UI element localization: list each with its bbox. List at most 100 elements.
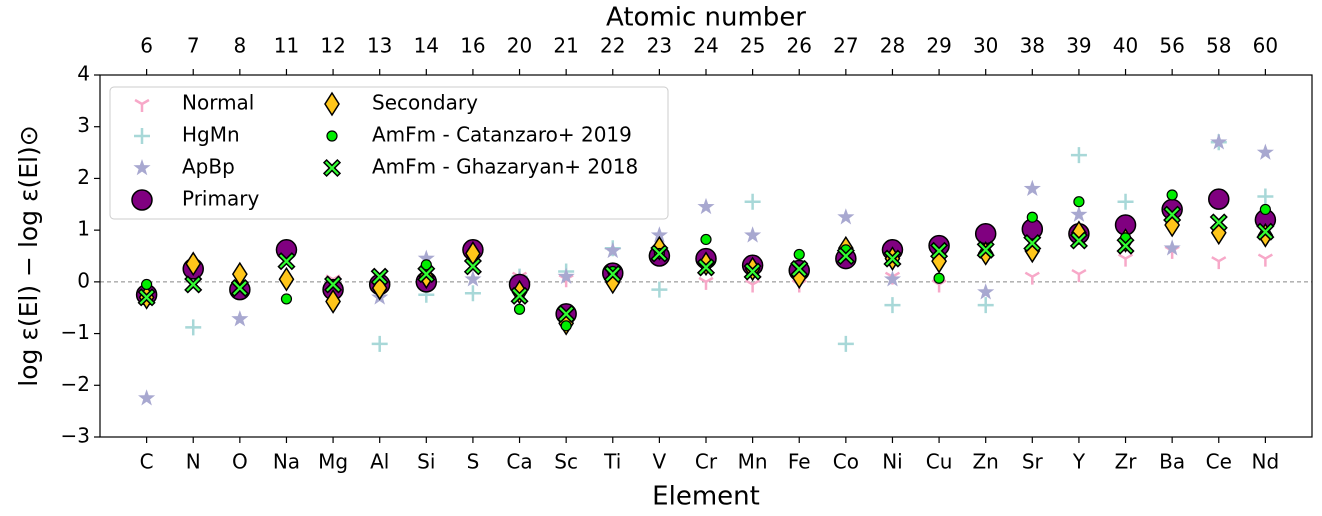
legend-marker xyxy=(134,98,150,112)
y-tick-label: 1 xyxy=(77,217,90,241)
data-point xyxy=(370,267,389,286)
top-tick-label: 58 xyxy=(1206,34,1231,58)
x-tick-label: Zr xyxy=(1115,450,1138,474)
top-tick-label: 25 xyxy=(740,34,765,58)
top-tick-label: 16 xyxy=(460,34,485,58)
legend-marker xyxy=(134,128,150,144)
x-axis-label: Element xyxy=(652,482,760,512)
top-tick-label: 22 xyxy=(600,34,625,58)
data-point xyxy=(371,335,388,352)
data-point xyxy=(230,279,249,298)
data-point xyxy=(1024,271,1040,285)
y-tick-label: −3 xyxy=(61,424,90,448)
x-tick-label: Nd xyxy=(1252,450,1280,474)
data-point xyxy=(557,267,575,284)
data-point xyxy=(1211,256,1227,270)
data-point xyxy=(604,241,622,259)
top-tick-label: 26 xyxy=(787,34,812,58)
legend-label: Normal xyxy=(182,91,254,115)
x-tick-label: Y xyxy=(1072,450,1086,474)
data-point xyxy=(1163,239,1181,256)
data-point xyxy=(744,193,761,210)
top-axis-label: Atomic number xyxy=(606,3,806,33)
x-tick-label: Cu xyxy=(926,450,953,474)
data-point xyxy=(745,279,761,293)
data-point xyxy=(1071,269,1087,283)
data-point xyxy=(464,285,481,302)
data-point xyxy=(977,283,995,300)
data-point xyxy=(976,240,995,259)
data-point xyxy=(696,258,716,277)
data-point xyxy=(1023,234,1042,253)
plot-frame xyxy=(99,74,1313,438)
data-point xyxy=(185,319,202,336)
data-point xyxy=(1166,189,1178,201)
data-point xyxy=(185,251,202,277)
data-point xyxy=(1070,147,1087,164)
x-tick-label: Mn xyxy=(738,450,768,474)
data-point xyxy=(1117,253,1134,267)
data-point xyxy=(700,233,712,246)
x-tick-label: S xyxy=(467,450,480,474)
x-tick-label: Al xyxy=(370,450,389,474)
x-tick-label: Ca xyxy=(506,450,532,474)
legend-marker xyxy=(326,130,338,142)
data-point xyxy=(974,223,997,245)
data-point xyxy=(1073,196,1085,208)
x-tick-label: Ba xyxy=(1159,450,1185,474)
top-tick-label: 60 xyxy=(1253,34,1278,58)
x-tick-label: O xyxy=(232,450,248,474)
data-point xyxy=(137,288,156,307)
data-point xyxy=(883,270,902,287)
data-point xyxy=(883,249,902,268)
data-point xyxy=(651,281,668,298)
y-axis-label: log ε(El) − log ε(El)⊙ xyxy=(14,125,43,386)
data-point xyxy=(560,320,572,332)
data-point xyxy=(1070,205,1088,222)
data-point xyxy=(510,286,529,305)
top-tick-label: 56 xyxy=(1159,34,1184,58)
data-point xyxy=(884,297,901,314)
x-tick-label: N xyxy=(186,450,201,474)
data-point xyxy=(650,226,668,243)
data-point xyxy=(141,278,153,291)
x-tick-label: Si xyxy=(417,450,435,474)
top-tick-label: 13 xyxy=(367,34,392,58)
data-point xyxy=(464,270,482,287)
y-tick-label: −1 xyxy=(61,320,90,344)
top-tick-label: 38 xyxy=(1020,34,1045,58)
top-tick-label: 28 xyxy=(880,34,905,58)
x-tick-label: Na xyxy=(273,450,300,474)
data-point xyxy=(420,259,432,271)
data-point xyxy=(1117,193,1134,210)
y-tick-label: 3 xyxy=(77,113,90,137)
x-tick-label: Sc xyxy=(554,450,578,474)
top-tick-label: 39 xyxy=(1066,34,1091,58)
x-tick-label: Co xyxy=(833,450,859,474)
data-point xyxy=(277,252,296,271)
x-tick-label: Ce xyxy=(1206,450,1232,474)
data-point xyxy=(697,197,715,215)
legend-label: AmFm - Ghazaryan+ 2018 xyxy=(372,155,638,179)
data-point xyxy=(744,226,762,243)
data-point xyxy=(837,208,855,225)
top-tick-label: 11 xyxy=(274,34,299,58)
data-point xyxy=(1023,179,1041,197)
data-point xyxy=(513,303,526,315)
data-point xyxy=(1256,143,1274,160)
data-point xyxy=(1257,253,1273,267)
top-tick-label: 29 xyxy=(926,34,951,58)
data-point xyxy=(1256,222,1275,241)
x-tick-label: Mg xyxy=(318,450,348,474)
legend-label: Secondary xyxy=(372,91,478,115)
legend-label: Primary xyxy=(182,187,259,211)
data-point xyxy=(1069,231,1088,250)
legend-label: ApBp xyxy=(182,155,235,179)
data-point xyxy=(1208,188,1230,210)
data-point xyxy=(138,389,156,406)
data-point xyxy=(280,293,293,305)
x-tick-label: Sr xyxy=(1022,450,1044,474)
data-point xyxy=(603,265,622,284)
top-tick-label: 20 xyxy=(507,34,532,58)
